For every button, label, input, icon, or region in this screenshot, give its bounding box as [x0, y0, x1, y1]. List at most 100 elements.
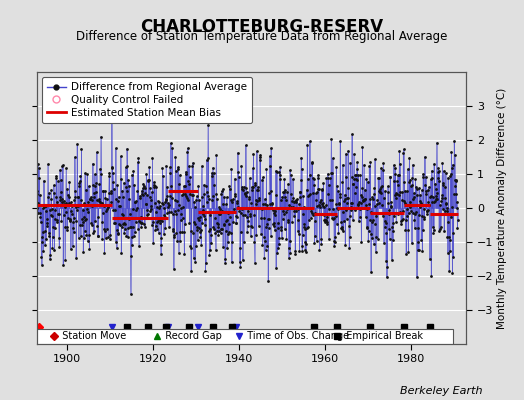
Point [119, 180, 128, 186]
Point [357, 200, 365, 207]
Point [307, 208, 315, 214]
Point [50, 247, 59, 254]
Point [170, 232, 179, 238]
Point [377, 184, 385, 190]
Point [73, 141, 81, 148]
Point [103, 206, 112, 212]
Point [115, 221, 123, 227]
Point [172, 198, 181, 205]
Point [162, 197, 171, 204]
Point [155, 198, 163, 205]
Point [163, 184, 171, 190]
Point [220, 222, 228, 228]
Point [450, 138, 458, 144]
Point [62, 227, 71, 233]
Point [287, 191, 296, 198]
Point [382, 258, 390, 264]
Point [285, 202, 293, 208]
Point [156, 220, 164, 226]
Point [42, 220, 51, 226]
Point [34, 210, 42, 216]
Point [67, 208, 75, 214]
Point [252, 232, 260, 238]
Point [451, 177, 460, 183]
Point [325, 182, 334, 188]
Point [229, 218, 237, 225]
Point [414, 239, 422, 245]
Point [178, 215, 187, 221]
Point [60, 201, 68, 207]
Point [168, 194, 176, 201]
Point [412, 186, 421, 192]
Point [217, 226, 225, 232]
Point [219, 244, 227, 250]
Point [353, 159, 361, 166]
Point [221, 260, 230, 266]
Point [86, 194, 95, 200]
Point [391, 195, 400, 201]
Point [258, 176, 266, 183]
Point [281, 187, 290, 193]
Point [438, 160, 446, 166]
Point [267, 188, 276, 195]
Point [224, 230, 232, 237]
Point [301, 246, 309, 253]
Point [40, 177, 48, 184]
Point [182, 171, 191, 178]
Point [277, 197, 286, 203]
Point [329, 206, 337, 212]
Point [195, 197, 203, 203]
Point [47, 187, 55, 194]
Point [259, 201, 267, 208]
Point [443, 234, 452, 240]
Point [330, 215, 338, 221]
Point [345, 223, 353, 230]
Point [89, 230, 97, 236]
Point [438, 191, 446, 198]
Point [319, 180, 328, 186]
Point [320, 217, 329, 223]
Point [90, 194, 98, 200]
Point [136, 194, 144, 201]
Point [74, 203, 82, 210]
Point [169, 266, 178, 272]
Point [397, 218, 405, 224]
Point [442, 200, 451, 207]
Point [132, 198, 140, 204]
Point [285, 244, 293, 251]
Point [346, 160, 354, 166]
Point [276, 176, 285, 182]
Point [263, 243, 271, 250]
Point [448, 270, 456, 276]
Point [297, 176, 305, 183]
Point [125, 216, 133, 223]
Point [348, 216, 357, 223]
Point [74, 194, 82, 201]
Text: Station Move: Station Move [56, 331, 126, 341]
Point [286, 167, 294, 174]
Point [208, 170, 216, 176]
Point [111, 145, 119, 152]
Point [194, 182, 202, 189]
Point [367, 219, 376, 225]
Point [242, 142, 250, 148]
Point [113, 244, 121, 251]
Point [46, 252, 54, 258]
Point [238, 206, 246, 212]
Point [365, 163, 374, 170]
Point [442, 200, 450, 206]
Point [110, 186, 118, 192]
Point [405, 154, 413, 161]
Point [336, 194, 344, 200]
Point [167, 140, 175, 146]
Point [395, 148, 403, 154]
Point [158, 165, 167, 172]
Point [34, 200, 42, 206]
Point [345, 234, 354, 240]
Point [153, 218, 161, 225]
Point [185, 163, 193, 170]
Point [88, 202, 96, 209]
Point [159, 204, 168, 211]
Point [444, 174, 452, 181]
Point [245, 196, 253, 202]
